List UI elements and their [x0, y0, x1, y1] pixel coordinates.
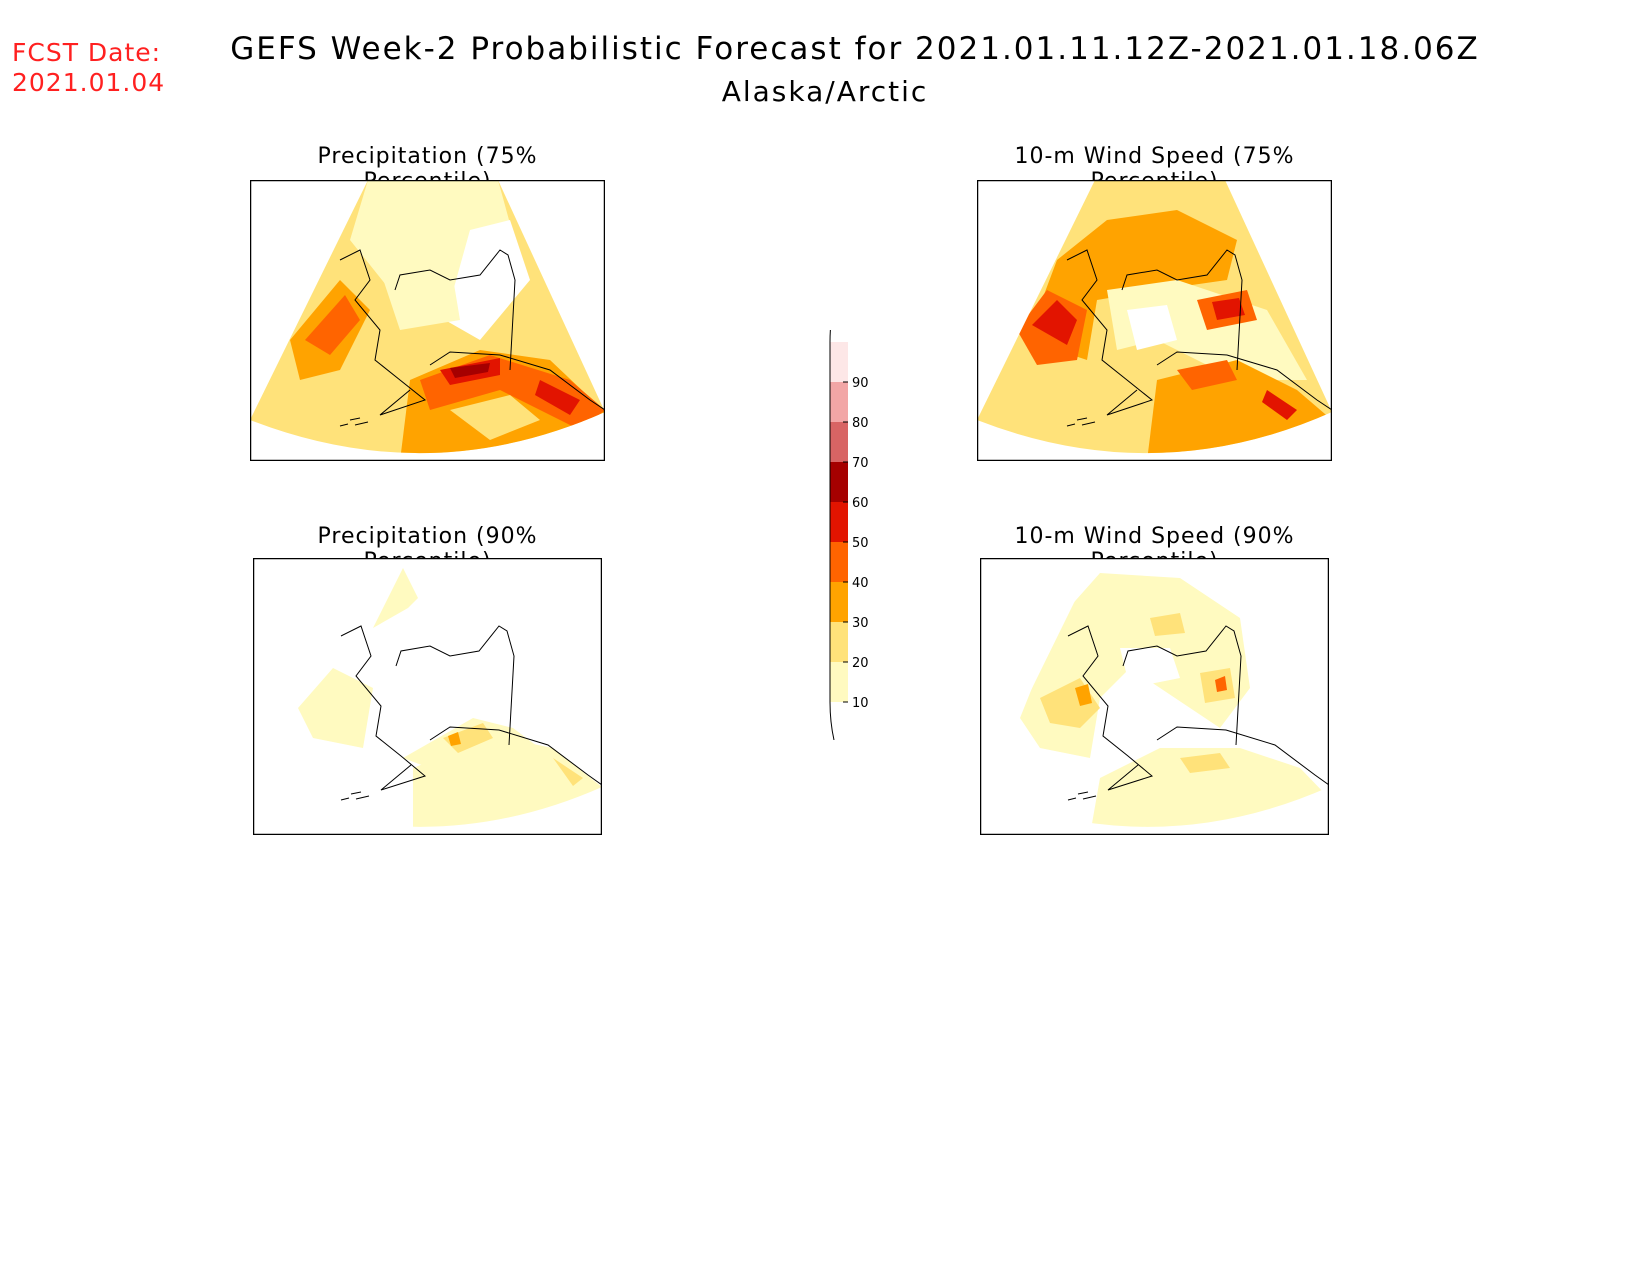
precip-90-coastline [340, 625, 602, 801]
main-title: GEFS Week-2 Probabilistic Forecast for 2… [230, 31, 1480, 67]
colorbar-tick-label: 50 [852, 536, 869, 551]
colorbar-tick-label: 60 [852, 496, 869, 511]
colorbar-swatch [830, 542, 848, 582]
wind-90-coastline [1067, 625, 1329, 801]
region-subtitle: Alaska/Arctic [721, 75, 929, 108]
colorbar-swatch [830, 422, 848, 462]
wind-75-shading [977, 180, 1332, 454]
colorbar-upper-tail [829, 330, 831, 343]
panel-frame [253, 558, 602, 835]
colorbar-swatch [830, 582, 848, 622]
wind-75-coastline [1066, 249, 1332, 427]
fcst-date-label: FCST Date: [12, 38, 162, 67]
precip-75-coastline [339, 249, 605, 427]
colorbar-swatch [830, 342, 848, 382]
colorbar-tick-label: 70 [852, 456, 869, 471]
panel-frame [250, 180, 605, 461]
colorbar-tick-label: 10 [852, 696, 869, 711]
colorbar-swatch [830, 462, 848, 502]
precip-90-shading [253, 558, 602, 827]
wind-90-shading [980, 558, 1329, 827]
fcst-date-value: 2021.01.04 [12, 68, 166, 97]
map-panel-precip-75 [250, 180, 605, 461]
colorbar-lower-tail [829, 701, 835, 740]
colorbar-swatch [830, 502, 848, 542]
map-panel-wind-90 [980, 558, 1329, 835]
colorbar-tick-label: 40 [852, 576, 869, 591]
panel-frame [980, 558, 1329, 835]
map-panel-precip-90 [253, 558, 602, 835]
precip-75-shading [250, 180, 605, 454]
colorbar-tick-label: 90 [852, 376, 869, 391]
colorbar: 10 20 30 40 50 60 70 80 90 [829, 330, 869, 740]
map-panel-wind-75 [977, 180, 1332, 461]
colorbar-tick-label: 80 [852, 416, 869, 431]
panel-frame [977, 180, 1332, 461]
colorbar-swatch [830, 662, 848, 702]
colorbar-swatch [830, 622, 848, 662]
colorbar-tick-label: 30 [852, 616, 869, 631]
colorbar-tick-label: 20 [852, 656, 869, 671]
colorbar-swatch [830, 382, 848, 422]
